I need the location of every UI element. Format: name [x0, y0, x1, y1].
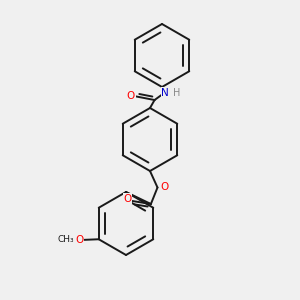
Text: H: H	[173, 88, 180, 98]
Text: O: O	[127, 91, 135, 100]
Text: N: N	[161, 88, 169, 98]
Text: O: O	[160, 182, 168, 192]
Text: CH₃: CH₃	[57, 236, 74, 244]
Text: O: O	[123, 194, 131, 204]
Text: O: O	[76, 235, 84, 245]
